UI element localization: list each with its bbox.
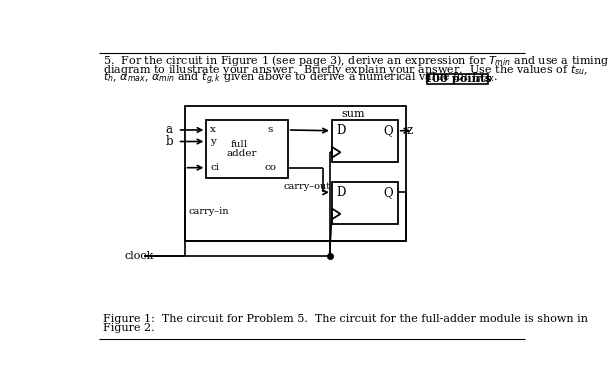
Text: carry–out: carry–out — [284, 183, 331, 191]
Text: x: x — [210, 126, 216, 135]
Text: clock: clock — [125, 251, 154, 261]
Text: D: D — [337, 186, 346, 199]
Text: diagram to illustrate your answer.  Briefly explain your answer.  Use the values: diagram to illustrate your answer. Brief… — [104, 63, 588, 77]
Text: Figure 2.: Figure 2. — [104, 323, 155, 333]
Bar — [332, 182, 398, 224]
Text: y: y — [210, 137, 216, 146]
Text: $t_h$, $\alpha_{max}$, $\alpha_{min}$ and $t_{g,k}$ given above to derive a nume: $t_h$, $\alpha_{max}$, $\alpha_{min}$ an… — [104, 71, 498, 87]
Text: 100 points: 100 points — [424, 73, 491, 84]
Bar — [185, 106, 406, 241]
Text: b: b — [165, 135, 173, 148]
Text: z: z — [407, 124, 413, 137]
Text: a: a — [165, 124, 172, 136]
Text: sum: sum — [341, 109, 365, 119]
Text: full: full — [231, 140, 248, 149]
Bar — [206, 120, 287, 178]
Text: Figure 1:  The circuit for Problem 5.  The circuit for the full-adder module is : Figure 1: The circuit for Problem 5. The… — [104, 314, 588, 324]
Text: adder: adder — [227, 149, 257, 158]
Bar — [427, 74, 488, 84]
Bar — [332, 120, 398, 162]
Text: Q: Q — [384, 186, 393, 199]
Text: co: co — [264, 163, 276, 172]
Text: carry–in: carry–in — [189, 207, 229, 216]
Text: 5.  For the circuit in Figure 1 (see page 3), derive an expression for $T_{min}$: 5. For the circuit in Figure 1 (see page… — [104, 53, 609, 68]
Text: Q: Q — [384, 124, 393, 137]
Text: D: D — [337, 124, 346, 137]
Text: ci: ci — [210, 163, 219, 172]
Text: s: s — [267, 126, 273, 135]
